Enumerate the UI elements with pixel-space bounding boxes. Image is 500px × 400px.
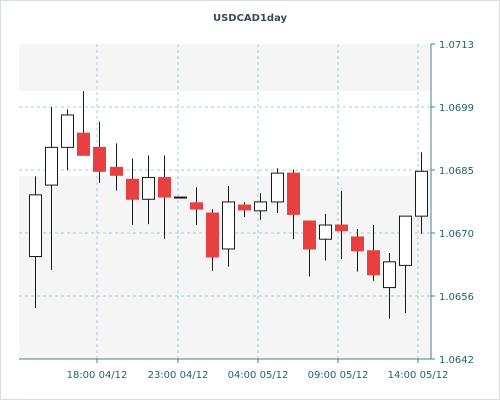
y-tick-label: 1.0713 — [439, 40, 474, 51]
candle-body-down — [303, 220, 316, 250]
candle — [399, 215, 412, 314]
candle — [383, 252, 396, 319]
candle-body-down — [206, 212, 219, 258]
axis-layer — [19, 44, 432, 360]
candle-body-down — [190, 202, 203, 210]
candle — [126, 158, 139, 226]
candle — [222, 185, 235, 267]
candle-body-down — [77, 132, 90, 156]
candle-body-down — [93, 146, 106, 172]
candle-body-up — [61, 114, 74, 148]
candle-body-up — [142, 177, 155, 200]
candle — [93, 121, 106, 183]
chart-title: USDCAD1day — [213, 13, 288, 24]
x-tick-label: 09:00 05/12 — [308, 370, 369, 381]
candle-body-up — [271, 172, 284, 203]
y-tick-label: 1.0699 — [439, 103, 474, 114]
candle-body-up — [45, 146, 58, 186]
y-axis-ticks: 1.0713 1.0699 1.0685 1.0670 1.0656 1.0642 — [431, 40, 474, 366]
candle-body-up — [319, 224, 332, 240]
candle — [254, 193, 267, 220]
candle — [206, 209, 219, 271]
x-axis-ticks: 18:00 04/12 23:00 04/12 04:00 05/12 09:00 0… — [67, 359, 449, 381]
candle — [174, 196, 187, 199]
candle-body-up — [399, 215, 412, 266]
candle — [110, 143, 123, 191]
candle — [319, 213, 332, 261]
y-tick-label: 1.0656 — [439, 292, 474, 303]
candle-body-down — [110, 166, 123, 176]
candle-body-up — [29, 194, 42, 258]
candle-body-down — [158, 177, 171, 198]
candle-body-down — [351, 236, 364, 252]
x-tick-label: 14:00 05/12 — [388, 370, 449, 381]
candle-body-up — [383, 261, 396, 289]
candles-layer — [29, 91, 428, 319]
candle-body-up — [254, 201, 267, 212]
candle — [335, 190, 348, 260]
candle — [303, 220, 316, 277]
candle — [158, 155, 171, 239]
x-tick-label: 23:00 04/12 — [148, 370, 209, 381]
candle — [77, 91, 90, 156]
candle — [142, 155, 155, 225]
candle — [287, 169, 300, 240]
candle — [190, 187, 203, 226]
candle — [29, 176, 42, 308]
candle-body-up — [174, 196, 187, 199]
candle — [351, 229, 364, 272]
candle — [61, 109, 74, 170]
x-tick-label: 18:00 04/12 — [67, 370, 128, 381]
candle-body-down — [335, 224, 348, 232]
candle-body-up — [222, 201, 235, 250]
y-tick-label: 1.0685 — [439, 166, 474, 177]
candle — [238, 201, 251, 218]
candle-body-down — [238, 204, 251, 211]
x-tick-label: 04:00 05/12 — [228, 370, 289, 381]
candle-body-up — [415, 170, 428, 217]
candle — [271, 168, 284, 214]
candle-body-down — [287, 172, 300, 215]
y-tick-label: 1.0642 — [439, 355, 474, 366]
y-tick-label: 1.0670 — [439, 229, 474, 240]
candle — [415, 152, 428, 234]
candle — [367, 225, 380, 281]
candle-body-down — [126, 178, 139, 200]
candle-body-down — [367, 250, 380, 276]
candle — [45, 107, 58, 270]
